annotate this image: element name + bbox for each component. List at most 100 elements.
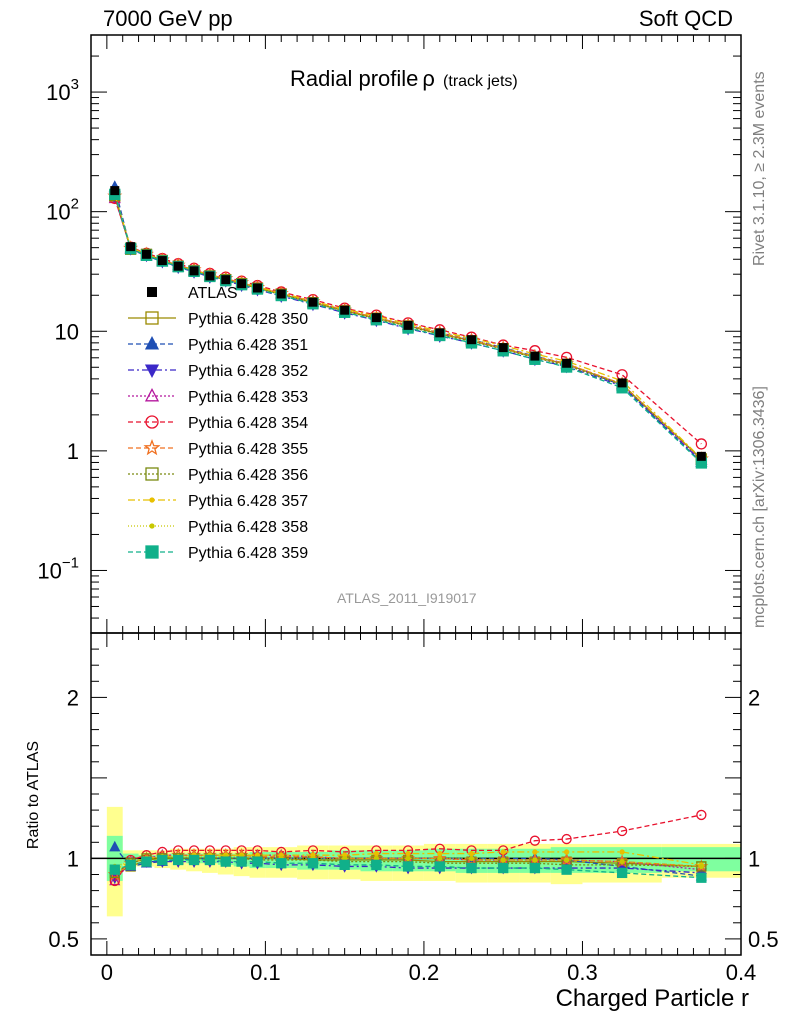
data-point [500,849,506,855]
x-tick-label: 0.1 [250,960,281,985]
plot-title: Radial profile ρ (track jets) [290,66,518,92]
ratio-y-tick-label: 2 [67,685,79,710]
data-point [252,856,263,867]
legend-label: Pythia 6.428 352 [188,363,308,380]
data-point [109,874,121,886]
series-line [114,193,702,460]
data-point [695,438,708,450]
data-point [616,825,628,837]
atlas-point [173,261,183,271]
atlas-point [617,378,627,388]
atlas-point [126,242,136,252]
atlas-point [276,289,286,299]
ratio-line [114,857,702,876]
atlas-point [110,186,120,196]
plot-title-symbol: ρ [422,66,435,91]
data-point [144,388,160,402]
series-line [114,198,702,445]
atlas-point [221,275,231,285]
rivet-label: Rivet 3.1.10, ≥ 2.3M events [751,71,768,266]
legend-label: Pythia 6.428 356 [188,467,308,484]
data-point [498,862,509,874]
plot-title-text: Radial profile [290,66,419,91]
data-point [149,497,155,503]
main-series [107,180,709,469]
data-point [532,849,538,855]
y-tick-label: 1 [67,439,79,464]
side-labels: Rivet 3.1.10, ≥ 2.3M events mcplots.cern.… [751,71,768,628]
data-point [500,857,506,863]
data-point [616,867,628,879]
ratio-axis-label: Ratio to ATLAS [25,741,42,849]
data-point [402,861,414,872]
x-tick-label: 0.3 [567,960,598,985]
x-tick-label: 0 [101,960,113,985]
ratio-frame [90,632,742,956]
data-point [141,856,152,867]
ratio-line [114,856,702,868]
data-point [696,809,707,821]
atlas-point [237,279,247,289]
data-point [561,833,572,845]
atlas-point [562,358,572,368]
data-point [373,850,380,857]
legend-label: Pythia 6.428 357 [188,493,308,510]
data-point [532,857,538,863]
data-point [276,858,287,869]
atlas-point [466,335,476,345]
legend-label: Pythia 6.428 359 [188,545,308,562]
atlas-point [141,249,151,259]
legend-label: Pythia 6.428 351 [188,337,308,354]
atlas-point [189,266,199,276]
atlas-point [498,343,508,353]
data-point [157,854,168,866]
data-point [188,854,200,866]
ratio-y-tick-label-right: 0.5 [748,927,779,952]
data-point [339,859,350,870]
ratio-line [114,857,702,874]
series-line [114,194,702,464]
atlas-point [530,351,540,361]
analysis-label: ATLAS_2011_I919017 [337,590,477,606]
atlas-point [340,305,350,315]
atlas-point [435,328,445,338]
data-point [220,856,231,867]
ratio-y-tick-label-right: 1 [748,846,760,871]
ratio-line [114,859,702,879]
legend-marker-atlas [147,287,157,297]
data-point [561,864,572,875]
atlas-point [205,271,215,281]
plot-title-suffix: (track jets) [443,73,518,90]
data-point [173,854,184,866]
ratio-series [107,809,709,887]
data-point [468,855,475,862]
data-point [144,364,160,378]
data-point [236,856,247,867]
ratio-line [114,854,702,882]
data-point [696,861,707,872]
x-axis-label: Charged Particle r [555,985,749,1012]
ratio-y-tick-label: 0.5 [48,927,79,952]
y-tick-label: 102 [46,196,79,225]
data-point [563,857,570,863]
data-point [143,438,161,456]
ratio-line [114,814,702,882]
legend-label: Pythia 6.428 358 [188,519,308,536]
data-point [145,311,159,325]
y-tick-label: 10 [55,319,79,344]
data-point [204,854,216,866]
legend-label: Pythia 6.428 355 [188,441,308,458]
data-point [437,855,443,862]
data-point [437,850,443,857]
data-point [466,862,477,874]
header-right: Soft QCD [638,6,733,31]
x-tick-label: 0.2 [409,960,440,985]
data-point [468,850,475,857]
header-left: 7000 GeV pp [103,6,233,31]
atlas-point [252,283,262,293]
data-point [144,336,160,350]
data-point [109,840,121,852]
atlas-point [371,313,381,323]
